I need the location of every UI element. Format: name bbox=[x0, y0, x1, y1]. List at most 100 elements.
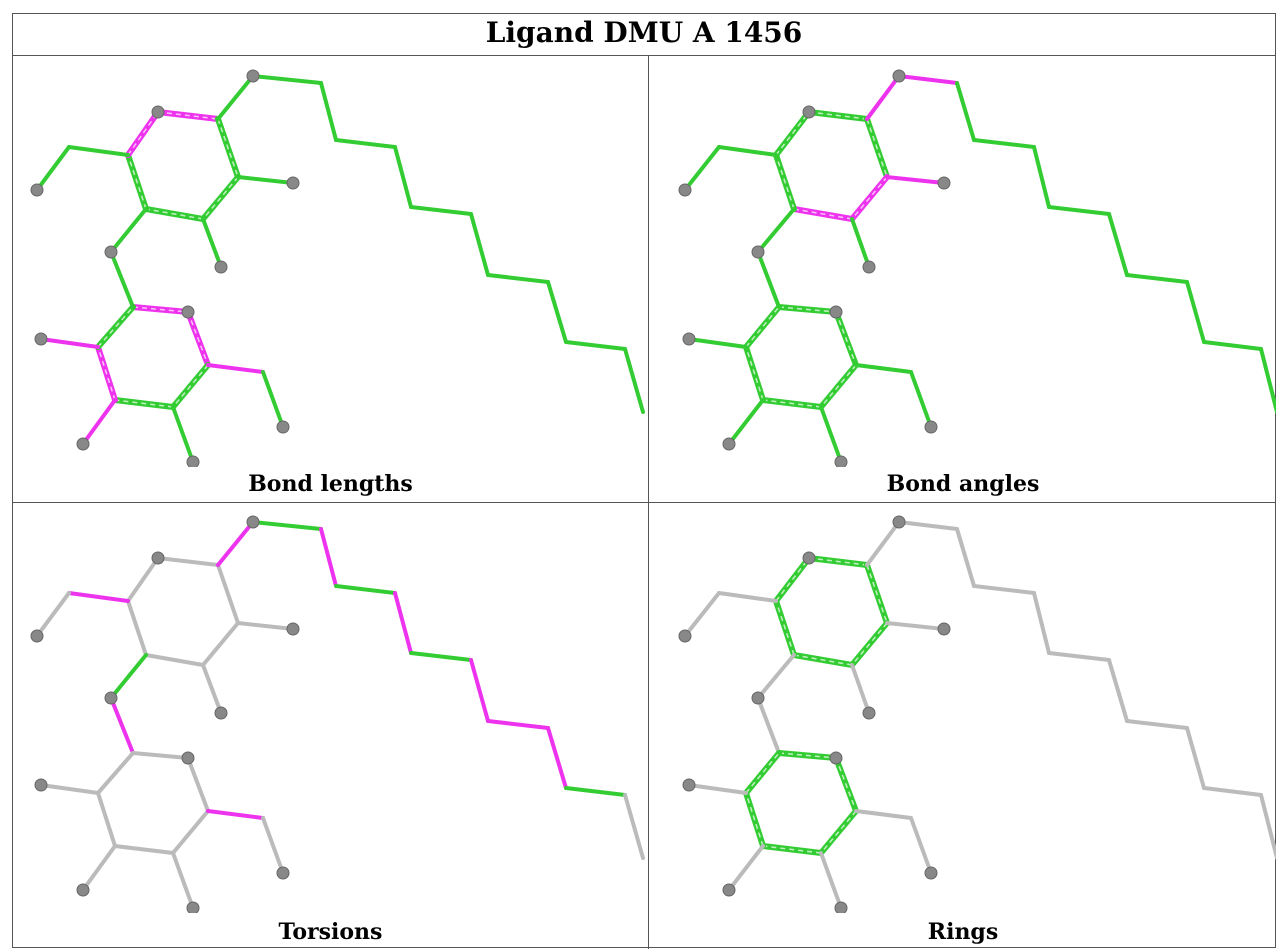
bond bbox=[1032, 591, 1051, 655]
bond bbox=[171, 405, 195, 464]
atom bbox=[834, 901, 848, 913]
bond bbox=[236, 175, 295, 185]
bond bbox=[850, 217, 871, 269]
bond bbox=[319, 527, 338, 588]
bond bbox=[125, 109, 161, 158]
bond bbox=[683, 591, 721, 638]
atom bbox=[76, 883, 90, 897]
bond bbox=[486, 719, 550, 730]
panel-torsions: Torsions bbox=[13, 503, 648, 949]
bond bbox=[1032, 145, 1051, 209]
bond bbox=[955, 81, 976, 142]
bond bbox=[393, 591, 413, 655]
bond bbox=[1107, 212, 1129, 277]
bond bbox=[486, 273, 550, 284]
aromatic-bond-dash bbox=[187, 311, 209, 366]
atom bbox=[924, 866, 938, 880]
atom bbox=[892, 69, 906, 83]
atom bbox=[722, 437, 736, 451]
bond bbox=[564, 786, 627, 797]
bond bbox=[743, 304, 782, 350]
bond bbox=[409, 205, 473, 216]
atom bbox=[34, 778, 48, 792]
bond bbox=[1259, 347, 1276, 414]
bond bbox=[564, 340, 627, 351]
aromatic-bond-dash bbox=[808, 557, 868, 566]
aromatic-bond-dash bbox=[114, 399, 174, 408]
bond bbox=[35, 591, 71, 638]
bond bbox=[39, 337, 100, 349]
bond bbox=[623, 347, 645, 414]
atom bbox=[214, 706, 228, 720]
bond bbox=[683, 145, 721, 192]
molecule-torsions bbox=[30, 515, 645, 913]
bond bbox=[756, 207, 796, 254]
bond bbox=[201, 663, 223, 715]
aromatic-bond-dash bbox=[775, 557, 810, 602]
bond bbox=[972, 138, 1036, 149]
atom bbox=[802, 551, 816, 565]
bond bbox=[546, 280, 568, 344]
aromatic-bond-dash bbox=[157, 111, 219, 120]
atom bbox=[214, 260, 228, 274]
aromatic-bond-dash bbox=[778, 752, 837, 759]
atom bbox=[151, 105, 165, 119]
atom bbox=[722, 883, 736, 897]
bond bbox=[39, 783, 100, 795]
bond bbox=[109, 250, 135, 309]
bond bbox=[623, 793, 645, 860]
bond bbox=[1107, 658, 1129, 723]
bond bbox=[113, 844, 175, 855]
figure-frame: Ligand DMU A 1456 Bond lengths Bond angl… bbox=[12, 13, 1276, 949]
bond bbox=[1259, 793, 1276, 860]
bond bbox=[819, 851, 843, 910]
bond bbox=[727, 398, 765, 446]
bond bbox=[126, 556, 160, 603]
atom bbox=[751, 691, 765, 705]
bond bbox=[897, 520, 959, 531]
bond bbox=[865, 74, 901, 121]
bond bbox=[854, 809, 913, 820]
bond bbox=[81, 844, 117, 892]
aromatic-bond-dash bbox=[775, 154, 795, 210]
atom bbox=[834, 455, 848, 467]
bond bbox=[334, 138, 397, 149]
bond bbox=[687, 337, 748, 349]
atom bbox=[862, 260, 876, 274]
bond bbox=[717, 591, 778, 603]
bond bbox=[1202, 340, 1263, 351]
aromatic-bond-dash bbox=[851, 176, 888, 220]
panel-bond-angles: Bond angles bbox=[649, 57, 1276, 502]
panel-rings: Rings bbox=[649, 503, 1276, 949]
caption-torsions: Torsions bbox=[278, 919, 383, 945]
atom bbox=[829, 751, 843, 765]
bond bbox=[206, 809, 265, 820]
bond bbox=[261, 370, 285, 429]
atom bbox=[151, 551, 165, 565]
bond bbox=[81, 398, 117, 446]
aromatic-bond-dash bbox=[851, 622, 888, 666]
bond bbox=[109, 696, 135, 755]
atom bbox=[937, 176, 951, 190]
bond bbox=[409, 651, 473, 662]
bond bbox=[909, 816, 933, 875]
bond bbox=[854, 363, 913, 374]
molecule-bond-lengths bbox=[30, 69, 645, 467]
aromatic-bond-dash bbox=[745, 792, 764, 847]
bond bbox=[1125, 719, 1189, 730]
atom bbox=[678, 183, 692, 197]
atom bbox=[186, 455, 200, 467]
atom bbox=[34, 332, 48, 346]
aromatic-bond-dash bbox=[217, 118, 239, 178]
bond bbox=[156, 556, 220, 567]
atom bbox=[76, 437, 90, 451]
bond bbox=[972, 584, 1036, 595]
atom bbox=[682, 332, 696, 346]
bond bbox=[67, 145, 130, 157]
atom bbox=[181, 751, 195, 765]
aromatic-bond-dash bbox=[866, 564, 888, 624]
atom bbox=[286, 176, 300, 190]
atom bbox=[678, 629, 692, 643]
caption-bond-lengths: Bond lengths bbox=[248, 471, 413, 497]
aromatic-bond-dash bbox=[97, 346, 116, 401]
